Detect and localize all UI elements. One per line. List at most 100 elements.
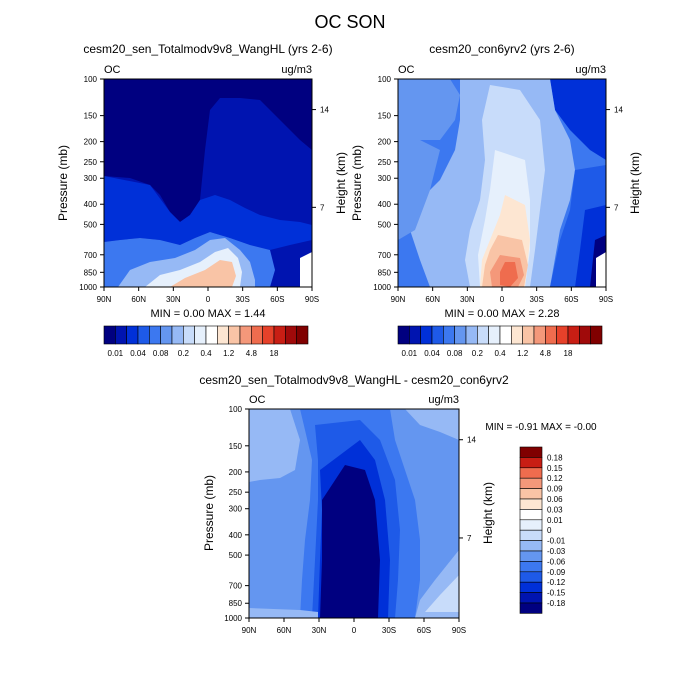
colorbar-swatch xyxy=(556,325,569,345)
colorbar-swatch xyxy=(194,325,207,345)
panel-b-title: cesm20_con6yrv2 (yrs 2-6) xyxy=(429,42,574,56)
colorbar-label: 0.18 xyxy=(547,453,563,462)
right-tick-label: 14 xyxy=(467,436,476,445)
x-tick-label: 60S xyxy=(564,295,578,304)
panel-b-units: ug/m3 xyxy=(575,64,606,76)
x-tick-label: 0 xyxy=(352,626,357,635)
colorbar-swatch xyxy=(519,540,543,552)
y-tick-label: 300 xyxy=(229,505,243,514)
y-tick-label: 100 xyxy=(84,75,98,84)
colorbar-swatch xyxy=(519,498,543,510)
panel-c-y-axis: 100 150 200 250 300 400 500 700 850 1000 xyxy=(224,405,249,623)
y-tick-label: 1000 xyxy=(373,283,391,292)
panel-b-x-axis: 90N 60N 30N 0 30S 60S 90S xyxy=(391,287,613,304)
y-tick-label: 700 xyxy=(378,251,392,260)
colorbar-label: 0.12 xyxy=(547,474,563,483)
colorbar-label: 0.09 xyxy=(547,485,563,494)
colorbar-swatch xyxy=(477,325,489,345)
panel-b-ylabel: Pressure (mb) xyxy=(350,145,364,221)
colorbar-swatch xyxy=(262,325,275,345)
y-tick-label: 500 xyxy=(378,220,392,229)
colorbar-swatch xyxy=(519,571,543,583)
x-tick-label: 60S xyxy=(270,295,284,304)
colorbar-swatch xyxy=(228,325,241,345)
y-tick-label: 200 xyxy=(229,468,243,477)
x-tick-label: 0 xyxy=(500,295,505,304)
colorbar-swatch xyxy=(160,325,173,345)
x-tick-label: 90N xyxy=(391,295,406,304)
colorbar-swatch xyxy=(522,325,535,345)
colorbar-swatch xyxy=(519,561,543,573)
y-tick-label: 500 xyxy=(229,551,243,560)
y-tick-label: 400 xyxy=(378,200,392,209)
panel-b-stats: MIN = 0.00 MAX = 2.28 xyxy=(445,308,560,320)
y-tick-label: 100 xyxy=(229,405,243,414)
colorbar-swatch xyxy=(409,325,421,345)
colorbar-label: 0.01 xyxy=(547,516,563,525)
colorbar-label: 0.08 xyxy=(447,349,463,358)
panel-a-right-axis: 14 7 xyxy=(312,106,329,212)
panel-b-left-label: OC xyxy=(398,64,415,76)
panel-c-colorbar: 0.180.150.120.090.060.030.010-0.01-0.03-… xyxy=(519,446,566,614)
right-tick-label: 7 xyxy=(320,203,325,212)
x-tick-label: 30S xyxy=(236,295,250,304)
colorbar-swatch xyxy=(533,325,546,345)
y-tick-label: 300 xyxy=(84,174,98,183)
x-tick-label: 30N xyxy=(166,295,181,304)
colorbar-label: 0.01 xyxy=(108,349,124,358)
colorbar-label: 0.2 xyxy=(472,349,484,358)
colorbar-swatch xyxy=(465,325,478,345)
panel-a-stats: MIN = 0.00 MAX = 1.44 xyxy=(151,308,266,320)
x-tick-label: 30N xyxy=(312,626,327,635)
colorbar-label: 0.04 xyxy=(424,349,440,358)
x-tick-label: 90S xyxy=(599,295,613,304)
colorbar-swatch xyxy=(397,325,410,345)
right-tick-label: 7 xyxy=(614,203,619,212)
x-tick-label: 90N xyxy=(242,626,257,635)
x-tick-label: 60N xyxy=(425,295,440,304)
x-tick-label: 30S xyxy=(382,626,396,635)
colorbar-swatch xyxy=(519,509,543,521)
colorbar-label: 0.03 xyxy=(547,505,563,514)
panel-a-title: cesm20_sen_Totalmodv9v8_WangHL (yrs 2-6) xyxy=(83,42,332,56)
panel-b-field xyxy=(398,79,606,287)
y-tick-label: 850 xyxy=(229,599,243,608)
colorbar-label: -0.01 xyxy=(547,537,566,546)
y-tick-label: 200 xyxy=(378,138,392,147)
colorbar-swatch xyxy=(519,529,543,541)
colorbar-label: -0.03 xyxy=(547,547,566,556)
y-tick-label: 700 xyxy=(229,582,243,591)
colorbar-label: 0.08 xyxy=(153,349,169,358)
colorbar-swatch xyxy=(454,325,467,345)
colorbar-label: 18 xyxy=(270,349,279,358)
colorbar-swatch xyxy=(511,325,523,345)
right-tick-label: 14 xyxy=(614,106,623,115)
y-tick-label: 150 xyxy=(84,112,98,121)
colorbar-swatch xyxy=(579,325,591,345)
panel-a-ylabel: Pressure (mb) xyxy=(56,145,70,221)
colorbar-label: 0 xyxy=(547,526,552,535)
colorbar-swatch xyxy=(519,467,543,479)
colorbar-label: 1.2 xyxy=(223,349,235,358)
y-tick-label: 400 xyxy=(84,200,98,209)
x-tick-label: 90S xyxy=(452,626,466,635)
x-tick-label: 0 xyxy=(206,295,211,304)
colorbar-swatch xyxy=(519,519,543,531)
panel-c-ylabel: Pressure (mb) xyxy=(202,475,216,551)
panel-a-ylabel-right: Height (km) xyxy=(334,152,348,214)
panel-a-field xyxy=(104,79,312,287)
panel-c-units: ug/m3 xyxy=(428,394,459,406)
colorbar-swatch xyxy=(239,325,252,345)
colorbar-swatch xyxy=(251,325,263,345)
colorbar-swatch xyxy=(420,325,433,345)
colorbar-swatch xyxy=(115,325,127,345)
y-tick-label: 150 xyxy=(378,112,392,121)
colorbar-swatch xyxy=(499,325,512,345)
colorbar-swatch xyxy=(488,325,501,345)
panel-a-y-axis: 100 150 200 250 300 400 500 700 850 1000 xyxy=(79,75,104,292)
colorbar-swatch xyxy=(519,581,543,593)
panel-b-ylabel-right: Height (km) xyxy=(628,152,642,214)
colorbar-swatch xyxy=(519,488,543,500)
colorbar-label: -0.18 xyxy=(547,599,566,608)
